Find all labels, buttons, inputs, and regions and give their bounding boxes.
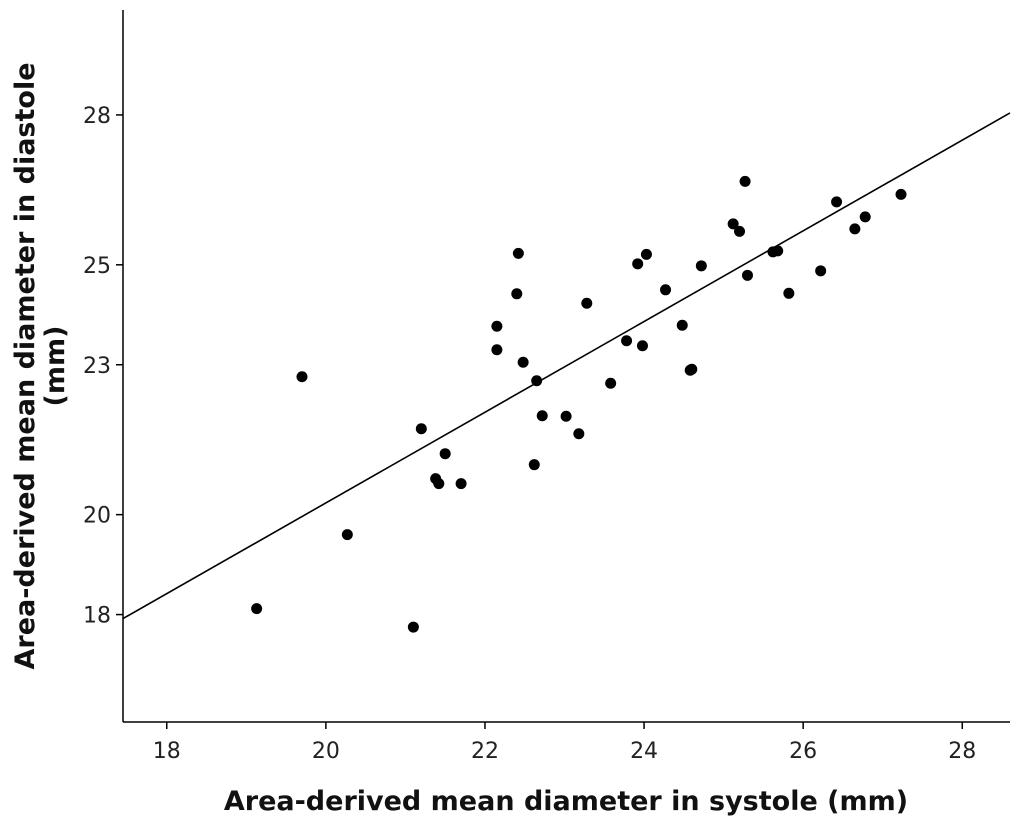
x-ticks: 18 20 22 24 26 28 — [153, 722, 976, 764]
data-point — [536, 410, 548, 422]
data-point — [895, 188, 907, 200]
y-tick-label: 23 — [83, 354, 111, 379]
data-point — [341, 529, 353, 541]
x-tick-label: 26 — [789, 739, 817, 764]
x-tick-label: 18 — [153, 739, 181, 764]
data-point — [251, 603, 263, 615]
data-point — [517, 356, 529, 368]
data-point — [407, 621, 419, 633]
y-tick-label: 25 — [83, 254, 111, 279]
y-ticks: 18 20 23 25 28 — [83, 104, 123, 629]
data-point — [531, 375, 543, 387]
data-point — [734, 225, 746, 237]
data-point — [686, 363, 698, 375]
data-point — [739, 175, 751, 187]
data-point — [573, 428, 585, 440]
data-point — [632, 258, 644, 270]
y-axis-title-line2: (mm) — [40, 326, 71, 407]
data-point — [660, 284, 672, 296]
x-tick-label: 24 — [630, 739, 658, 764]
data-point — [727, 218, 739, 230]
data-point — [783, 287, 795, 299]
x-axis-title: Area-derived mean diameter in systole (m… — [224, 786, 908, 817]
data-point — [512, 247, 524, 259]
data-point — [831, 196, 843, 208]
data-point — [296, 371, 308, 383]
x-tick-label: 20 — [312, 739, 340, 764]
y-tick-label: 28 — [83, 104, 111, 129]
y-axis-title-line1: Area-derived mean diameter in diastole — [10, 62, 41, 669]
data-point — [581, 297, 593, 309]
data-point — [491, 320, 503, 332]
data-point — [636, 340, 648, 352]
data-point — [491, 344, 503, 356]
plot-area — [122, 112, 1011, 633]
x-tick-label: 28 — [948, 739, 976, 764]
data-point — [676, 319, 688, 331]
data-point — [772, 245, 784, 257]
data-point — [859, 211, 871, 223]
x-tick-label: 22 — [471, 739, 499, 764]
y-tick-label: 18 — [83, 604, 111, 629]
y-tick-label: 20 — [83, 504, 111, 529]
data-point — [815, 265, 827, 277]
data-point — [528, 459, 540, 471]
data-point — [621, 335, 633, 347]
data-point — [415, 423, 427, 435]
data-point — [560, 410, 572, 422]
data-point — [605, 377, 617, 389]
data-point — [695, 260, 707, 272]
data-point — [849, 223, 861, 235]
y-axis-title: Area-derived mean diameter in diastole (… — [10, 62, 71, 669]
fit-line — [122, 112, 1011, 620]
data-point — [439, 448, 451, 460]
data-point — [455, 478, 467, 490]
data-point — [640, 248, 652, 260]
data-point — [741, 269, 753, 281]
data-point — [511, 288, 523, 300]
data-point — [433, 478, 445, 490]
